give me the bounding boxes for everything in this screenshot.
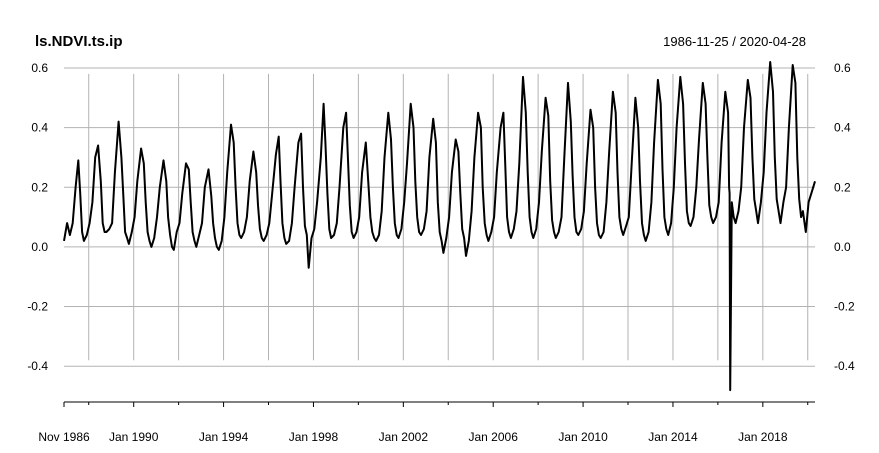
- y-axis-left: -0.4 -0.2 0.0 0.2 0.4 0.6: [27, 61, 48, 373]
- x-tick-label: Jan 2018: [738, 430, 788, 444]
- x-tick-label: Jan 1998: [289, 430, 339, 444]
- x-tick-label: Jan 2006: [469, 430, 519, 444]
- y-tick-label-right: -0.2: [834, 300, 855, 314]
- chart-title: ls.NDVI.ts.ip: [35, 33, 123, 50]
- y-tick-label-left: 0.6: [31, 61, 48, 75]
- series-group: [63, 61, 816, 392]
- y-tick-label-left: 0.2: [31, 180, 48, 194]
- x-tick-label: Jan 2010: [558, 430, 608, 444]
- x-tick-label: Nov 1986: [38, 430, 90, 444]
- x-tick-label: Jan 1994: [199, 430, 249, 444]
- date-range-label: 1986-11-25 / 2020-04-28: [663, 34, 806, 49]
- x-tick-label: Jan 2014: [648, 430, 698, 444]
- y-tick-label-left: -0.4: [27, 359, 48, 373]
- y-tick-label-right: -0.4: [834, 359, 855, 373]
- y-axis-right: -0.4 -0.2 0.0 0.2 0.4 0.6: [834, 61, 855, 373]
- y-tick-label-right: 0.2: [834, 180, 851, 194]
- y-tick-label-left: 0.4: [31, 121, 48, 135]
- x-tick-label: Jan 2002: [379, 430, 429, 444]
- y-tick-label-right: 0.4: [834, 121, 851, 135]
- y-tick-label-left: -0.2: [27, 300, 48, 314]
- y-tick-label-left: 0.0: [31, 240, 48, 254]
- y-tick-label-right: 0.6: [834, 61, 851, 75]
- y-tick-label-right: 0.0: [834, 240, 851, 254]
- x-tick-label: Jan 1990: [109, 430, 159, 444]
- x-axis: Nov 1986 Jan 1990 Jan 1994 Jan 1998 Jan 2002…: [38, 401, 815, 444]
- series-line: [63, 61, 816, 392]
